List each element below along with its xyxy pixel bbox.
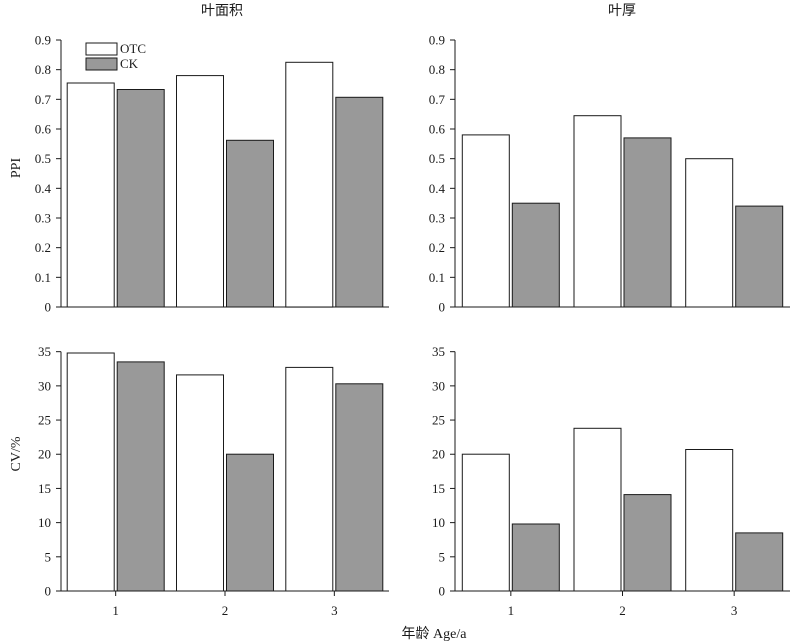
y-tick-label: 10 xyxy=(432,515,445,530)
chart-panel-2: 叶厚 0 0.1 0.2 0.3 0.4 0.5 0.6 0.7 0.8 0.9 xyxy=(429,3,790,315)
bar-ck-2 xyxy=(226,139,274,308)
y-tick-label: 0.8 xyxy=(429,62,445,77)
bar-otc-1 xyxy=(461,134,510,308)
bar-otc-1 xyxy=(66,352,115,592)
y-tick-label: 0.7 xyxy=(35,92,52,107)
bar-otc-2 xyxy=(176,75,224,308)
bar-ck-3 xyxy=(335,96,384,308)
y-tick-label: 20 xyxy=(432,447,445,462)
y-tick-label: 0.1 xyxy=(35,270,51,285)
bar-otc-1 xyxy=(461,453,510,592)
y-tick-label: 5 xyxy=(439,549,446,564)
y-tick-label: 30 xyxy=(432,378,445,393)
bar-ck-3 xyxy=(335,383,384,592)
y-tick-label: 0.1 xyxy=(429,270,445,285)
chart-panels: 叶面积 0 0.1 0.2 0.3 0.4 0.5 0.6 0.7 0.8 0.9 叶厚 0 0.1 0.2… xyxy=(35,3,790,618)
y-tick-label: 25 xyxy=(38,413,51,428)
x-tick-label: 3 xyxy=(331,603,338,618)
bar-ck-1 xyxy=(511,202,560,308)
bar-ck-3 xyxy=(735,205,784,308)
panel-title: 叶面积 xyxy=(201,3,243,19)
y-tick-label: 0.3 xyxy=(429,211,445,226)
y-axis-title-ppi: PPI xyxy=(9,158,24,179)
y-tick-label: 0.9 xyxy=(429,33,445,48)
x-tick-label: 1 xyxy=(508,603,515,618)
bar-ck-1 xyxy=(116,89,165,308)
y-tick-label: 20 xyxy=(38,447,51,462)
bar-otc-3 xyxy=(685,158,734,308)
panel-title: 叶厚 xyxy=(608,3,636,19)
y-tick-label: 5 xyxy=(45,549,52,564)
bar-otc-2 xyxy=(176,374,224,592)
bar-otc-2 xyxy=(573,427,622,592)
legend-label-ck: CK xyxy=(120,56,139,71)
bar-otc-3 xyxy=(685,449,734,592)
y-tick-label: 0.5 xyxy=(429,151,445,166)
legend: OTC CK xyxy=(85,41,146,71)
bar-otc-1 xyxy=(66,82,115,308)
bar-ck-2 xyxy=(623,137,672,308)
y-tick-label: 0.4 xyxy=(429,181,446,196)
y-axis-title-cv: CV/% xyxy=(9,436,24,471)
bar-otc-3 xyxy=(285,366,334,592)
y-tick-label: 0 xyxy=(439,584,446,599)
y-tick-label: 0.9 xyxy=(35,33,51,48)
y-tick-label: 30 xyxy=(38,378,51,393)
x-tick-label: 1 xyxy=(112,603,119,618)
bar-ck-1 xyxy=(511,523,560,592)
bar-otc-2 xyxy=(573,115,622,308)
y-tick-label: 0 xyxy=(439,300,446,315)
y-tick-label: 10 xyxy=(38,515,51,530)
x-axis-title: 年龄 Age/a xyxy=(402,626,468,642)
y-tick-label: 0 xyxy=(45,584,52,599)
y-tick-label: 0.2 xyxy=(429,240,445,255)
bar-ck-3 xyxy=(735,532,784,592)
y-tick-label: 0.8 xyxy=(35,62,51,77)
bar-ck-2 xyxy=(226,453,274,592)
y-tick-label: 15 xyxy=(38,481,51,496)
legend-swatch-ck xyxy=(85,57,118,71)
chart-panel-1: 叶面积 0 0.1 0.2 0.3 0.4 0.5 0.6 0.7 0.8 0.9 xyxy=(35,3,389,315)
y-tick-label: 15 xyxy=(432,481,445,496)
y-tick-label: 0.6 xyxy=(429,122,446,137)
y-tick-label: 25 xyxy=(432,413,445,428)
y-tick-label: 0.5 xyxy=(35,151,51,166)
y-tick-label: 0.4 xyxy=(35,181,52,196)
x-tick-label: 2 xyxy=(619,603,626,618)
y-tick-label: 0.7 xyxy=(429,92,446,107)
legend-label-otc: OTC xyxy=(120,41,146,56)
legend-swatch-otc xyxy=(85,42,118,56)
y-tick-label: 0.3 xyxy=(35,211,51,226)
bar-ck-2 xyxy=(623,494,672,592)
x-tick-label: 2 xyxy=(222,603,229,618)
y-tick-label: 0 xyxy=(45,300,52,315)
bar-ck-1 xyxy=(116,361,165,592)
bar-otc-3 xyxy=(285,61,334,308)
y-tick-label: 35 xyxy=(38,344,51,359)
y-tick-label: 35 xyxy=(432,344,445,359)
y-tick-label: 0.6 xyxy=(35,122,52,137)
y-tick-label: 0.2 xyxy=(35,240,51,255)
x-tick-label: 3 xyxy=(731,603,738,618)
